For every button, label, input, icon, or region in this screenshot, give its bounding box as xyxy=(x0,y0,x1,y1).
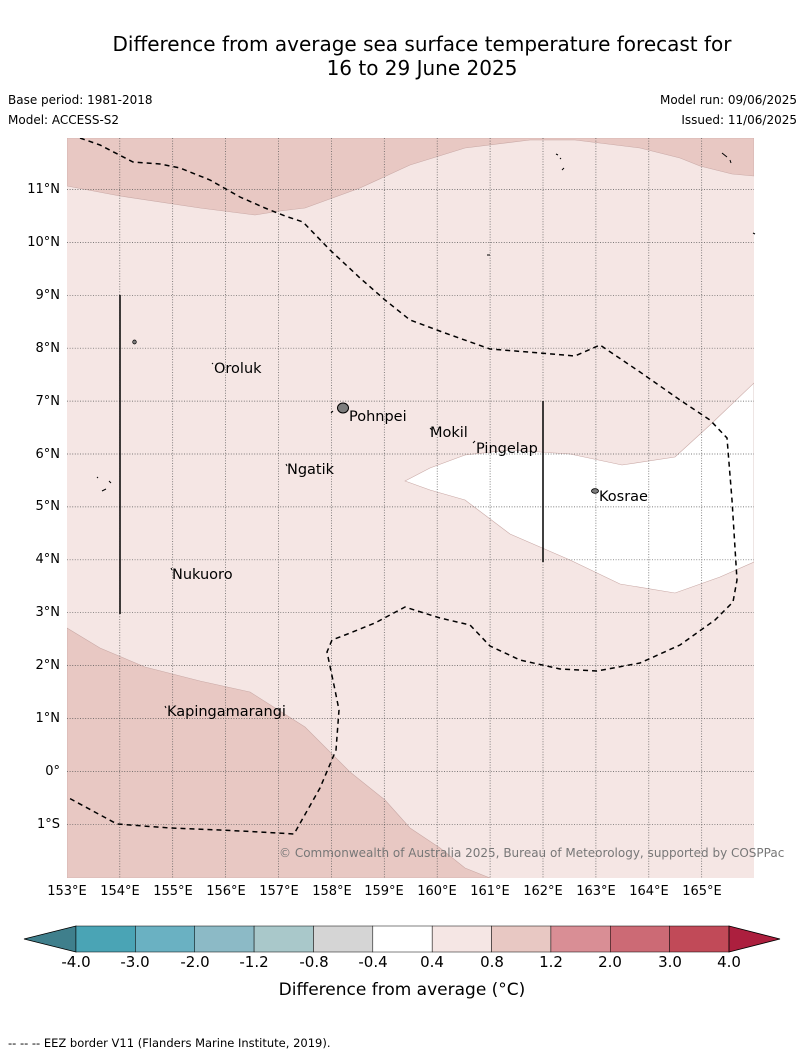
colorbar-tick: 0.8 xyxy=(480,953,504,971)
lat-label: 8°N xyxy=(35,341,61,356)
lon-label: 162°E xyxy=(523,884,563,899)
eez-border xyxy=(67,138,738,835)
lon-label: 163°E xyxy=(576,884,616,899)
colorbar xyxy=(23,925,781,953)
colorbar-segment xyxy=(313,925,374,953)
pohnpei-island xyxy=(337,402,349,414)
colorbar-segment xyxy=(669,925,730,953)
lon-label: 154°E xyxy=(100,884,140,899)
place-label-nukuoro: Nukuoro xyxy=(172,567,233,583)
title-line-1: Difference from average sea surface temp… xyxy=(112,32,732,56)
anomaly-band-south xyxy=(67,627,491,878)
colorbar-extend-low xyxy=(23,925,77,953)
colorbar-tick: -0.8 xyxy=(299,953,329,971)
place-label-oroluk: Oroluk xyxy=(214,361,262,377)
colorbar-segment xyxy=(491,925,552,953)
copyright-notice: © Commonwealth of Australia 2025, Bureau… xyxy=(279,846,785,860)
colorbar-segment xyxy=(610,925,670,953)
kosrae-island xyxy=(591,488,599,494)
colorbar-segment xyxy=(550,925,611,953)
colorbar-segment xyxy=(75,925,136,953)
lon-label: 158°E xyxy=(312,884,352,899)
colorbar-segment xyxy=(135,925,195,953)
lon-label: 161°E xyxy=(470,884,510,899)
place-label-pingelap: Pingelap xyxy=(476,441,538,457)
title-line-2: 16 to 29 June 2025 xyxy=(326,56,518,80)
colorbar-segment xyxy=(372,925,433,953)
lat-label: 2°N xyxy=(35,658,61,673)
base-period: Base period: 1981-2018 xyxy=(8,93,153,107)
lon-label: 159°E xyxy=(364,884,404,899)
colorbar-tick: -2.0 xyxy=(180,953,210,971)
colorbar-tick: 2.0 xyxy=(598,953,622,971)
colorbar-tick: 1.2 xyxy=(539,953,563,971)
lat-label: 1°N xyxy=(35,711,61,726)
place-label-mokil: Mokil xyxy=(430,425,468,441)
colorbar-tick: 4.0 xyxy=(717,953,741,971)
lat-label: 6°N xyxy=(35,447,61,462)
place-label-kapingamarangi: Kapingamarangi xyxy=(167,704,286,720)
lat-label: 5°N xyxy=(35,499,61,514)
lat-label: 0° xyxy=(45,764,60,779)
issued-date: Issued: 11/06/2025 xyxy=(681,113,797,127)
lat-label: 1°S xyxy=(36,817,60,832)
lon-label: 164°E xyxy=(629,884,669,899)
graticule xyxy=(67,138,754,878)
colorbar-tick: 3.0 xyxy=(658,953,682,971)
lon-label: 153°E xyxy=(47,884,87,899)
colorbar-tick: -4.0 xyxy=(61,953,91,971)
colorbar-tick: -3.0 xyxy=(120,953,150,971)
lon-label: 156°E xyxy=(206,884,246,899)
lat-label: 11°N xyxy=(27,182,60,197)
anomaly-band-north xyxy=(67,138,754,216)
colorbar-tick: 0.4 xyxy=(420,953,444,971)
lat-label: 10°N xyxy=(27,235,60,250)
lat-label: 4°N xyxy=(35,552,61,567)
islet xyxy=(132,339,137,345)
colorbar-label: Difference from average (°C) xyxy=(278,980,526,1000)
colorbar-segment xyxy=(194,925,255,953)
lat-label: 9°N xyxy=(35,288,61,303)
place-label-kosrae: Kosrae xyxy=(599,489,648,505)
colorbar-extend-high xyxy=(728,925,781,953)
model-run: Model run: 09/06/2025 xyxy=(659,93,797,107)
map-title: Difference from average sea surface temp… xyxy=(0,32,804,80)
model-name: Model: ACCESS-S2 xyxy=(8,113,120,127)
lon-label: 157°E xyxy=(259,884,299,899)
lon-label: 160°E xyxy=(417,884,457,899)
colorbar-tick: -0.4 xyxy=(358,953,388,971)
colorbar-segment xyxy=(431,925,492,953)
place-label-pohnpei: Pohnpei xyxy=(349,409,407,425)
anomaly-neutral xyxy=(404,382,754,594)
colorbar-tick: -1.2 xyxy=(239,953,269,971)
lon-label: 155°E xyxy=(153,884,193,899)
islets xyxy=(96,152,756,709)
colorbar-segment xyxy=(253,925,314,953)
lat-label: 7°N xyxy=(35,394,61,409)
place-label-ngatik: Ngatik xyxy=(287,462,335,478)
lat-label: 3°N xyxy=(35,605,61,620)
lon-label: 165°E xyxy=(682,884,722,899)
eez-legend-note: -- -- -- EEZ border V11 (Flanders Marine… xyxy=(8,1036,331,1050)
